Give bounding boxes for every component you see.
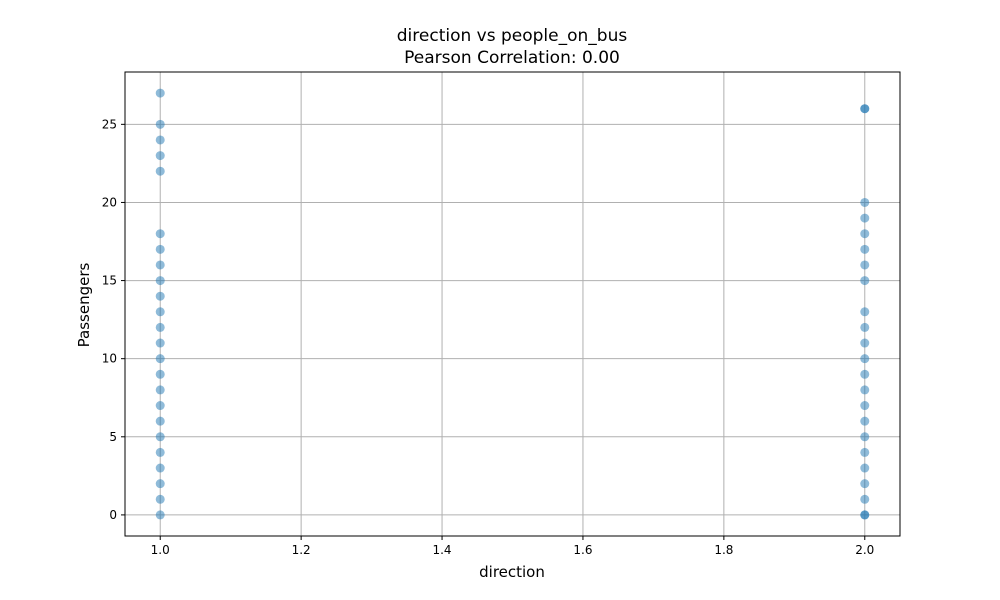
- x-tick-label: 1.6: [573, 543, 592, 557]
- points-layer: [155, 88, 870, 520]
- x-tick-label: 1.8: [714, 543, 733, 557]
- y-tick-label: 15: [102, 274, 117, 288]
- scatter-point: [860, 494, 870, 504]
- scatter-point: [860, 104, 870, 114]
- scatter-point: [860, 213, 870, 223]
- scatter-point: [860, 354, 870, 364]
- scatter-point: [155, 322, 165, 332]
- chart-title: direction vs people_on_bus: [397, 26, 628, 46]
- scatter-point: [860, 307, 870, 317]
- y-tick-label: 5: [109, 430, 117, 444]
- scatter-point: [860, 197, 870, 207]
- y-tick-label: 20: [102, 195, 117, 209]
- scatter-point: [155, 447, 165, 457]
- scatter-point: [860, 244, 870, 254]
- scatter-point: [860, 369, 870, 379]
- scatter-point: [155, 244, 165, 254]
- y-axis-label: Passengers: [75, 262, 93, 347]
- scatter-point: [860, 322, 870, 332]
- scatter-point: [155, 494, 165, 504]
- scatter-point: [155, 276, 165, 286]
- scatter-point: [860, 463, 870, 473]
- scatter-point: [155, 135, 165, 145]
- scatter-point: [155, 463, 165, 473]
- scatter-point: [860, 401, 870, 411]
- scatter-point: [155, 119, 165, 129]
- scatter-point: [860, 479, 870, 489]
- scatter-point: [860, 510, 870, 520]
- scatter-point: [155, 354, 165, 364]
- y-tick-label: 0: [109, 508, 117, 522]
- scatter-point: [860, 260, 870, 270]
- scatter-point: [155, 338, 165, 348]
- scatter-point: [155, 369, 165, 379]
- scatter-point: [860, 416, 870, 426]
- scatter-point: [860, 229, 870, 239]
- scatter-point: [155, 260, 165, 270]
- scatter-point: [155, 416, 165, 426]
- x-tick-label: 1.2: [292, 543, 311, 557]
- scatter-point: [155, 432, 165, 442]
- scatter-point: [860, 338, 870, 348]
- grid-layer: [125, 72, 900, 536]
- scatter-point: [155, 479, 165, 489]
- plot-frame: [124, 71, 901, 537]
- scatter-point: [155, 510, 165, 520]
- chart-subtitle: Pearson Correlation: 0.00: [404, 48, 620, 68]
- scatter-point: [155, 291, 165, 301]
- scatter-point: [860, 447, 870, 457]
- scatter-point: [155, 151, 165, 161]
- scatter-point: [155, 401, 165, 411]
- scatter-point: [860, 385, 870, 395]
- x-tick-label: 1.4: [432, 543, 451, 557]
- y-tick-label: 25: [102, 117, 117, 131]
- scatter-point: [860, 432, 870, 442]
- x-axis-label: direction: [479, 563, 545, 581]
- scatter-point: [155, 307, 165, 317]
- scatter-point: [155, 229, 165, 239]
- y-tick-label: 10: [102, 352, 117, 366]
- x-tick-label: 1.0: [151, 543, 170, 557]
- scatter-point: [155, 385, 165, 395]
- ticks-layer: 1.0 1.2 1.4 1.6 1.8 2.0 0 5 10 15 20 25: [102, 117, 875, 557]
- scatter-point: [155, 166, 165, 176]
- x-tick-label: 2.0: [855, 543, 874, 557]
- scatter-point: [155, 88, 165, 98]
- scatter-point: [860, 276, 870, 286]
